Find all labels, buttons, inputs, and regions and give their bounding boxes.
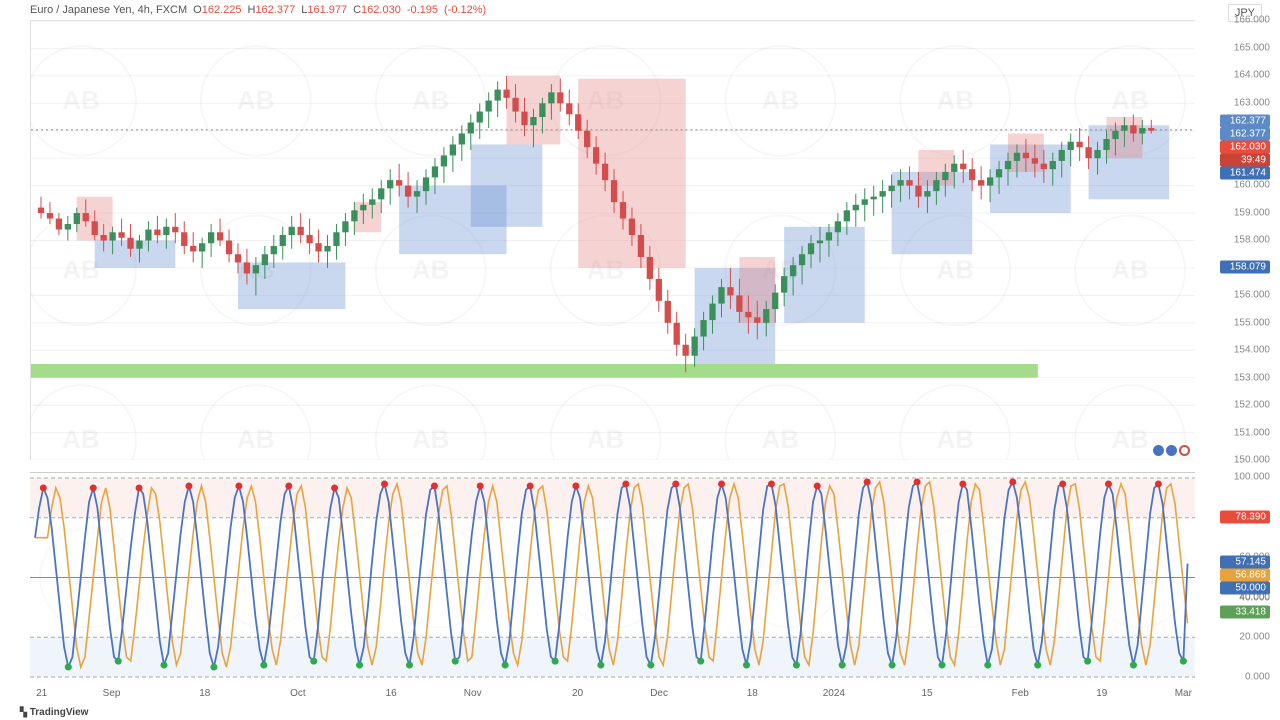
price-tick: 151.000: [1234, 427, 1270, 438]
svg-text:AB: AB: [237, 87, 274, 115]
time-tick: Feb: [1012, 688, 1029, 699]
price-tick: 166.000: [1234, 15, 1270, 26]
osc-price-box: 33.418: [1220, 605, 1270, 618]
time-tick: 16: [386, 688, 397, 699]
svg-text:AB: AB: [1124, 565, 1156, 590]
osc-axis: 100.00080.00060.00040.00020.0000.00078.3…: [1200, 472, 1270, 682]
indicator-circles: [1153, 445, 1190, 456]
symbol-label: Euro / Japanese Yen, 4h, FXCM: [30, 4, 187, 16]
time-tick: 19: [1096, 688, 1107, 699]
price-tick: 150.000: [1234, 455, 1270, 466]
svg-text:AB: AB: [1111, 87, 1148, 115]
price-box: 158.079: [1220, 261, 1270, 274]
price-tick: 156.000: [1234, 290, 1270, 301]
svg-text:AB: AB: [62, 256, 99, 284]
time-tick: 18: [747, 688, 758, 699]
osc-price-box: 40.000: [1239, 593, 1270, 604]
osc-tick: 0.000: [1245, 672, 1270, 683]
svg-text:AB: AB: [936, 256, 973, 284]
price-box: 162.377: [1220, 115, 1270, 128]
svg-text:AB: AB: [412, 256, 449, 284]
svg-text:AB: AB: [412, 87, 449, 115]
time-tick: Oct: [290, 688, 306, 699]
time-tick: 21: [36, 688, 47, 699]
ohlc-close: C162.030: [353, 4, 401, 16]
time-tick: 18: [199, 688, 210, 699]
oscillator-pane[interactable]: ABABABABABABAB: [30, 472, 1195, 682]
svg-text:AB: AB: [237, 426, 274, 454]
price-axis: 166.000165.000164.000163.000162.000161.0…: [1200, 20, 1270, 460]
price-tick: 158.000: [1234, 235, 1270, 246]
price-tick: 163.000: [1234, 97, 1270, 108]
time-tick: 15: [921, 688, 932, 699]
price-box: 39:49: [1220, 154, 1270, 167]
ohlc-open: O162.225: [193, 4, 241, 16]
svg-text:AB: AB: [412, 426, 449, 454]
time-tick: 2024: [823, 688, 845, 699]
time-tick: Nov: [464, 688, 482, 699]
attribution: ▚ TradingView: [20, 707, 88, 718]
price-tick: 154.000: [1234, 345, 1270, 356]
svg-text:AB: AB: [936, 87, 973, 115]
ohlc-high: H162.377: [247, 4, 295, 16]
svg-text:AB: AB: [424, 565, 456, 590]
svg-text:AB: AB: [62, 426, 99, 454]
svg-text:AB: AB: [599, 565, 631, 590]
svg-text:AB: AB: [774, 565, 806, 590]
price-tick: 153.000: [1234, 372, 1270, 383]
time-tick: Mar: [1175, 688, 1192, 699]
chart-container: Euro / Japanese Yen, 4h, FXCM O162.225 H…: [0, 0, 1280, 720]
indicator-circle: [1166, 445, 1177, 456]
price-tick: 152.000: [1234, 400, 1270, 411]
svg-text:AB: AB: [762, 87, 799, 115]
svg-text:AB: AB: [74, 565, 106, 590]
price-tick: 165.000: [1234, 42, 1270, 53]
svg-text:AB: AB: [762, 426, 799, 454]
svg-text:AB: AB: [587, 426, 624, 454]
price-tick: 160.000: [1234, 180, 1270, 191]
svg-text:AB: AB: [1111, 426, 1148, 454]
price-box: 161.474: [1220, 167, 1270, 180]
indicator-circle: [1179, 445, 1190, 456]
osc-price-box: 56.868: [1220, 568, 1270, 581]
header: Euro / Japanese Yen, 4h, FXCM O162.225 H…: [30, 4, 486, 16]
svg-text:AB: AB: [62, 87, 99, 115]
change-pct: (-0.12%): [444, 4, 486, 16]
svg-text:AB: AB: [936, 426, 973, 454]
price-tick: 155.000: [1234, 317, 1270, 328]
price-tick: 159.000: [1234, 207, 1270, 218]
time-tick: Dec: [650, 688, 668, 699]
ohlc-low: L161.977: [301, 4, 347, 16]
indicator-circle: [1153, 445, 1164, 456]
osc-tick: 20.000: [1239, 632, 1270, 643]
main-chart[interactable]: ABABABABABABABABABABABABABABABABABABABAB…: [30, 20, 1195, 460]
time-tick: 20: [572, 688, 583, 699]
osc-tick: 100.000: [1234, 472, 1270, 483]
price-tick: 164.000: [1234, 70, 1270, 81]
osc-price-box: 57.145: [1220, 556, 1270, 569]
svg-text:AB: AB: [1111, 256, 1148, 284]
osc-price-box: 78.390: [1220, 511, 1270, 524]
change-value: -0.195: [407, 4, 438, 16]
time-tick: Sep: [103, 688, 121, 699]
price-box: 162.377: [1220, 128, 1270, 141]
price-box: 162.030: [1220, 141, 1270, 154]
time-axis: 21 Sep 18 Oct 16 Nov 20 Dec 18 2024 15 Feb 19 Mar: [30, 688, 1195, 706]
